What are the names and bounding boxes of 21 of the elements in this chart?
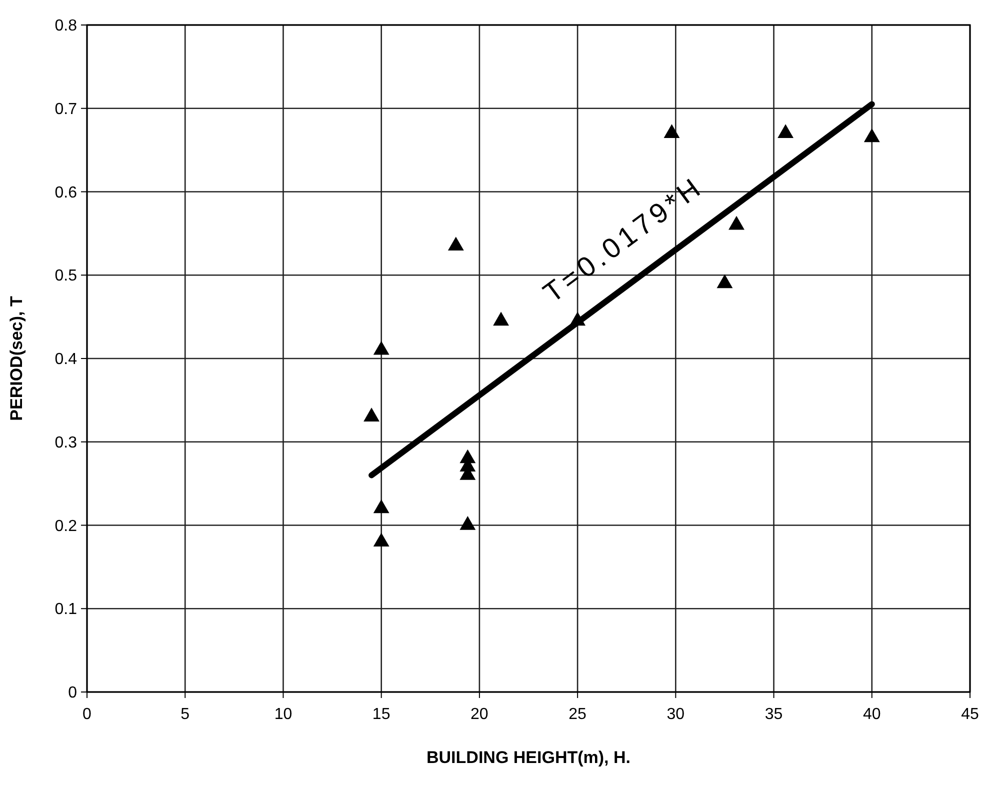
x-tick-label: 25 bbox=[568, 706, 587, 723]
y-tick-label: 0.2 bbox=[54, 518, 78, 535]
x-axis-title: BUILDING HEIGHT(m), H. bbox=[426, 748, 630, 767]
y-tick-label: 0.3 bbox=[54, 434, 78, 452]
y-tick-label: 0.4 bbox=[54, 351, 78, 368]
x-tick-label: 45 bbox=[961, 706, 979, 723]
y-tick-label: 0.8 bbox=[54, 18, 78, 35]
y-axis-title: PERIOD(sec), T bbox=[7, 296, 26, 421]
x-tick-label: 35 bbox=[764, 706, 783, 723]
y-tick-label: 0.6 bbox=[54, 184, 78, 202]
x-tick-label: 10 bbox=[274, 706, 292, 723]
x-tick-label: 15 bbox=[372, 706, 390, 723]
y-tick-label: 0.5 bbox=[54, 268, 78, 285]
x-tick-label: 30 bbox=[666, 706, 685, 723]
x-tick-label: 40 bbox=[862, 706, 881, 723]
y-tick-label: 0.1 bbox=[54, 601, 78, 618]
y-tick-label: 0 bbox=[68, 684, 78, 702]
y-tick-label: 0.7 bbox=[54, 100, 78, 118]
x-tick-label: 0 bbox=[82, 706, 92, 723]
x-tick-label: 20 bbox=[470, 706, 488, 723]
x-tick-label: 5 bbox=[180, 706, 190, 723]
